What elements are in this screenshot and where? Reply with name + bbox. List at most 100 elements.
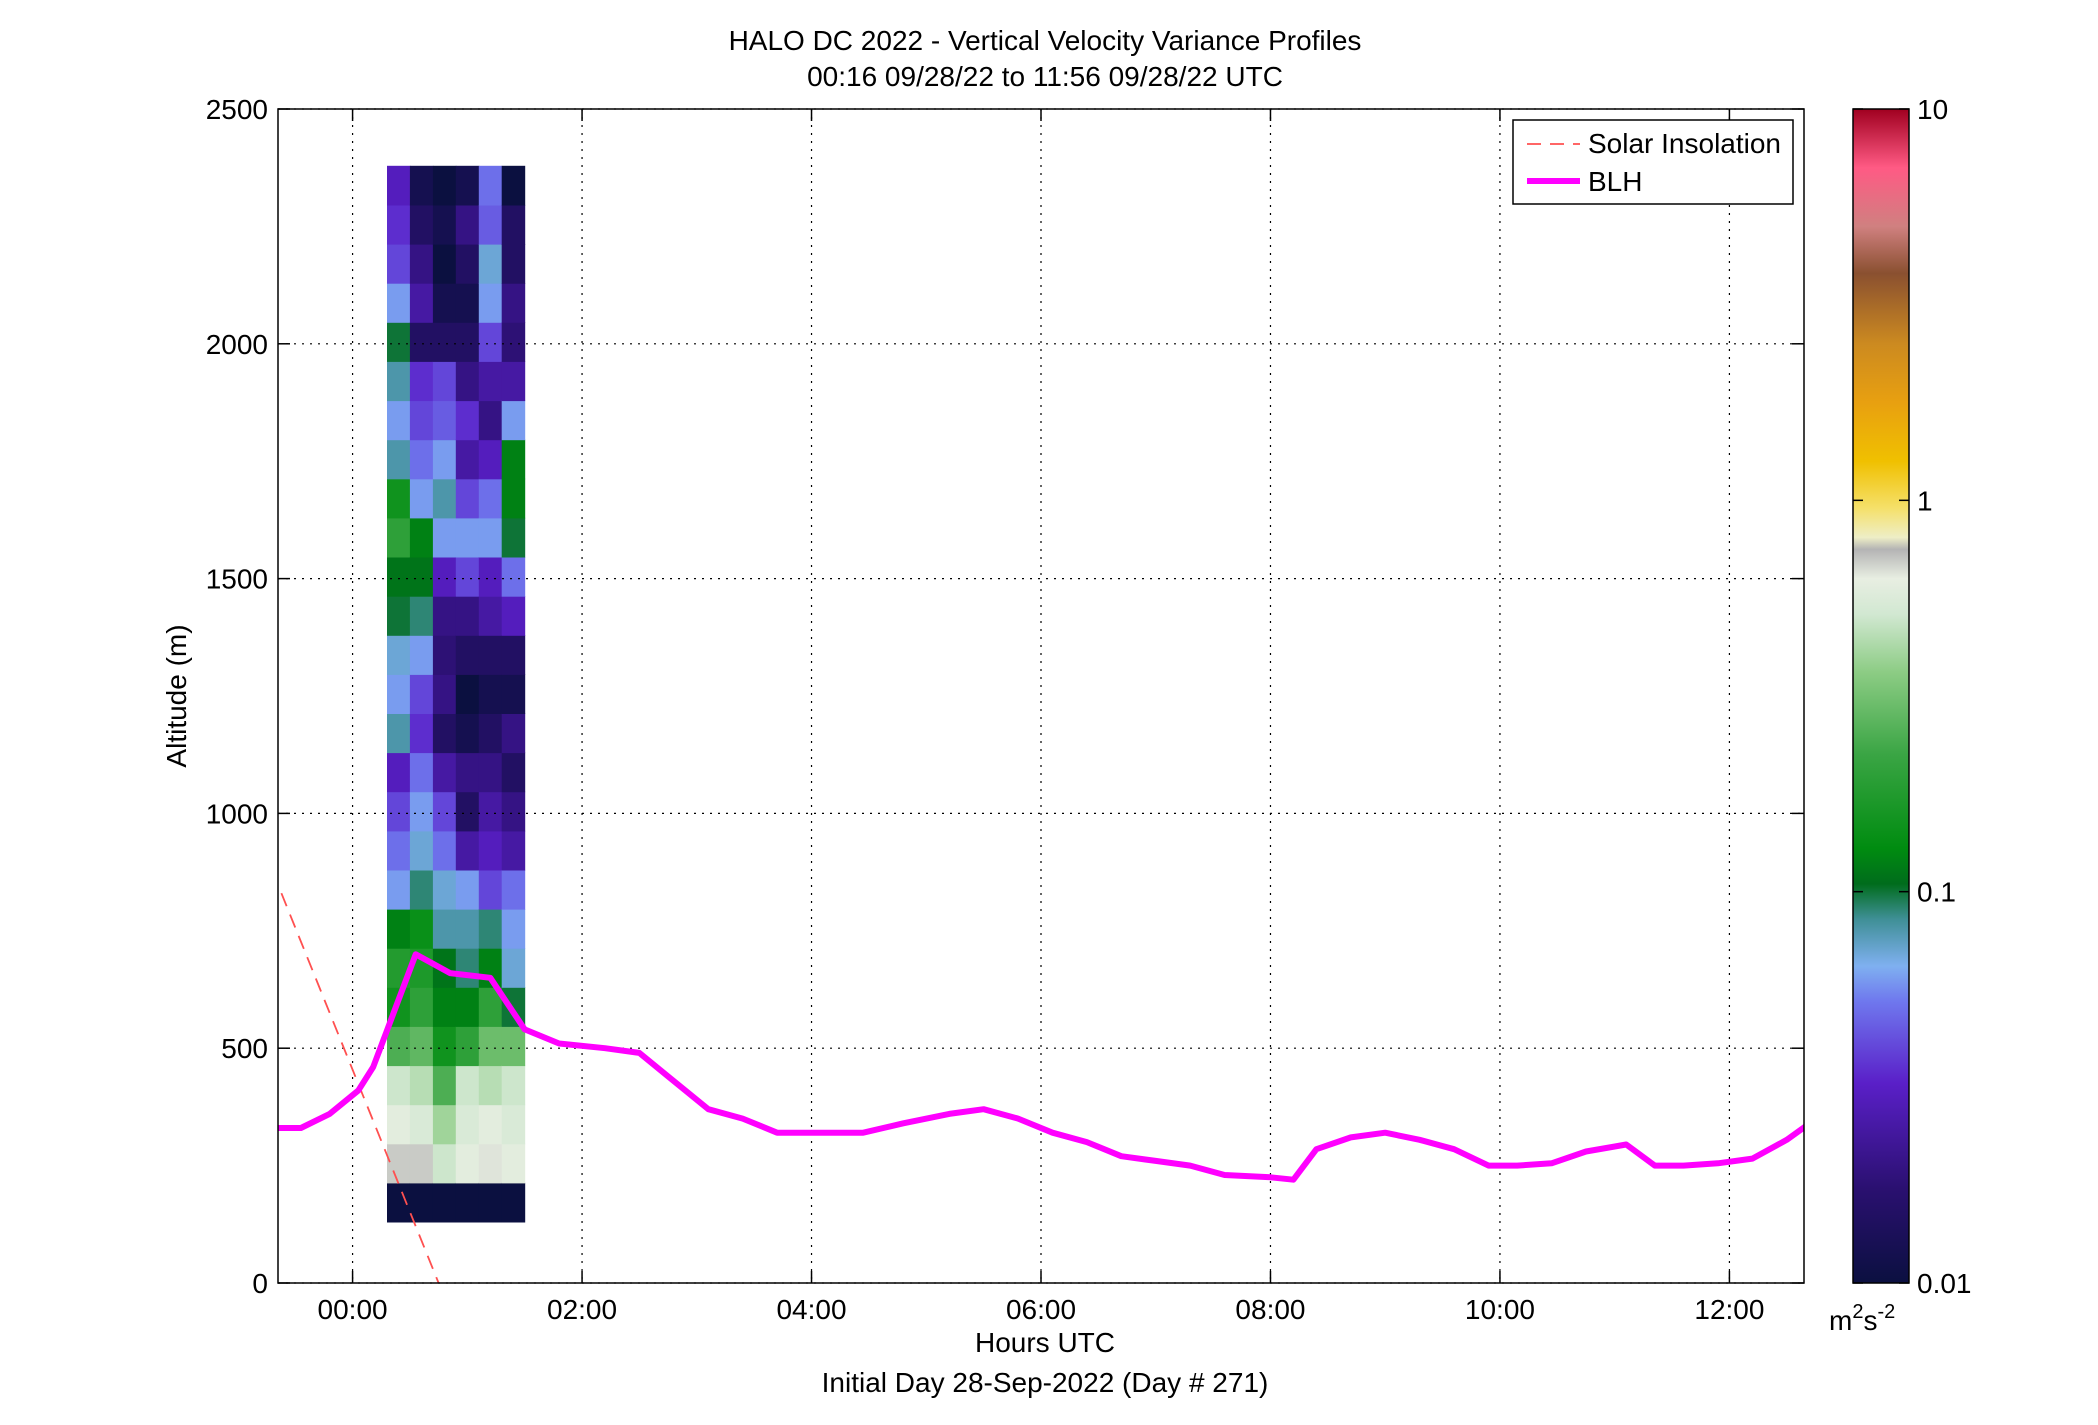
heatmap-cell: [409, 322, 434, 362]
heatmap-cell: [432, 204, 457, 245]
heatmap-cell: [432, 1182, 457, 1223]
x-tick-label: 10:00: [1465, 1294, 1535, 1325]
heatmap-cell: [387, 244, 411, 284]
heatmap-cell: [432, 283, 457, 323]
heatmap-cell: [409, 244, 434, 284]
heatmap-cell: [432, 1065, 457, 1106]
heatmap-cell: [387, 596, 411, 636]
heatmap-cell: [455, 596, 480, 636]
overlay-lines: [278, 892, 1804, 1283]
heatmap-cell: [478, 557, 503, 597]
heatmap-cell: [387, 439, 411, 480]
colorbar-unit-exp2: -2: [1877, 1301, 1895, 1323]
heatmap-cell: [455, 830, 480, 871]
blh-line: [278, 951, 1804, 1183]
heatmap-cell: [409, 596, 434, 636]
heatmap-cell: [478, 1182, 503, 1223]
heatmap-cell: [387, 713, 411, 754]
heatmap-cell: [478, 596, 503, 636]
heatmap-cell: [409, 1065, 434, 1106]
heatmap-cell: [409, 283, 434, 323]
heatmap-cell: [455, 478, 480, 519]
heatmap-cell: [409, 987, 434, 1027]
heatmap-cell: [432, 557, 457, 597]
heatmap-cell: [478, 713, 503, 754]
heatmap-cell: [478, 1026, 503, 1067]
heatmap-cell: [478, 517, 503, 558]
colorbar-unit-mid: s: [1863, 1305, 1877, 1336]
heatmap-cell: [455, 909, 480, 949]
heatmap-cell: [387, 909, 411, 949]
heatmap-cell: [409, 557, 434, 597]
plot-area: [278, 109, 1804, 1283]
x-tick-label: 06:00: [1006, 1294, 1076, 1325]
heatmap-cell: [455, 557, 480, 597]
heatmap-cell: [387, 517, 411, 558]
heatmap-cell: [478, 909, 503, 949]
heatmap-cell: [478, 361, 503, 402]
heatmap-cell: [455, 635, 480, 675]
heatmap-cell: [432, 596, 457, 636]
colorbar: [1852, 108, 1910, 1284]
heatmap-cell: [432, 361, 457, 402]
heatmap-cell: [455, 869, 480, 910]
heatmap-cell: [501, 713, 526, 754]
chart-title-line1: HALO DC 2022 - Vertical Velocity Varianc…: [729, 25, 1362, 56]
heatmap-cell: [501, 869, 526, 910]
colorbar-unit: m2s-2: [1829, 1301, 1895, 1336]
heatmap-cell: [387, 322, 411, 362]
heatmap-cell: [409, 1182, 434, 1223]
heatmap-cell: [478, 869, 503, 910]
heatmap-cell: [432, 830, 457, 871]
heatmap-cell: [387, 869, 411, 910]
x-tick-label: 00:00: [318, 1294, 388, 1325]
colorbar-unit-base: m: [1829, 1305, 1852, 1336]
y-tick-label: 500: [221, 1033, 268, 1064]
heatmap-cell: [455, 1065, 480, 1106]
heatmap-cell: [409, 478, 434, 519]
heatmap-cell: [478, 635, 503, 675]
heatmap-cell: [409, 361, 434, 402]
heatmap-cell: [387, 1143, 411, 1184]
heatmap-cell: [409, 830, 434, 871]
heatmap-cell: [501, 1143, 526, 1184]
y-tick-label: 2500: [206, 94, 268, 125]
heatmap-cell: [455, 439, 480, 480]
heatmap-cell: [432, 869, 457, 910]
heatmap-cells: [387, 165, 526, 1223]
heatmap-cell: [455, 713, 480, 754]
heatmap-cell: [387, 283, 411, 323]
heatmap-cell: [501, 400, 526, 441]
heatmap-cell: [387, 1026, 411, 1067]
heatmap-cell: [409, 713, 434, 754]
chart-subtitle: Initial Day 28-Sep-2022 (Day # 271): [822, 1367, 1269, 1398]
heatmap-cell: [501, 1104, 526, 1145]
heatmap-cell: [501, 557, 526, 597]
heatmap-cell: [455, 204, 480, 245]
heatmap-cell: [501, 204, 526, 245]
heatmap-cell: [478, 204, 503, 245]
x-axis-label: Hours UTC: [975, 1327, 1115, 1358]
heatmap-cell: [455, 517, 480, 558]
heatmap-cell: [432, 478, 457, 519]
heatmap-cell: [501, 283, 526, 323]
heatmap-cell: [455, 791, 480, 832]
heatmap-cell: [501, 165, 526, 206]
legend-blh-label: BLH: [1588, 166, 1642, 197]
heatmap-cell: [478, 283, 503, 323]
axis-ticks: 00:00 02:00 04:00 06:00 08:00 10:00 12:00 0 500 1…: [206, 94, 1804, 1325]
heatmap-cell: [501, 752, 526, 793]
heatmap-cell: [501, 1026, 526, 1067]
heatmap-cell: [501, 439, 526, 480]
heatmap-cell: [409, 674, 434, 714]
heatmap-cell: [387, 1182, 411, 1223]
x-tick-label: 02:00: [547, 1294, 617, 1325]
heatmap-cell: [432, 909, 457, 949]
heatmap-cell: [455, 400, 480, 441]
colorbar-tick-label: 10: [1917, 94, 1948, 125]
heatmap-cell: [432, 752, 457, 793]
heatmap-cell: [409, 517, 434, 558]
colorbar-ticks: 0.01 0.1 1 10: [1853, 94, 1972, 1299]
heatmap-cell: [387, 830, 411, 871]
heatmap-cell: [432, 1104, 457, 1145]
